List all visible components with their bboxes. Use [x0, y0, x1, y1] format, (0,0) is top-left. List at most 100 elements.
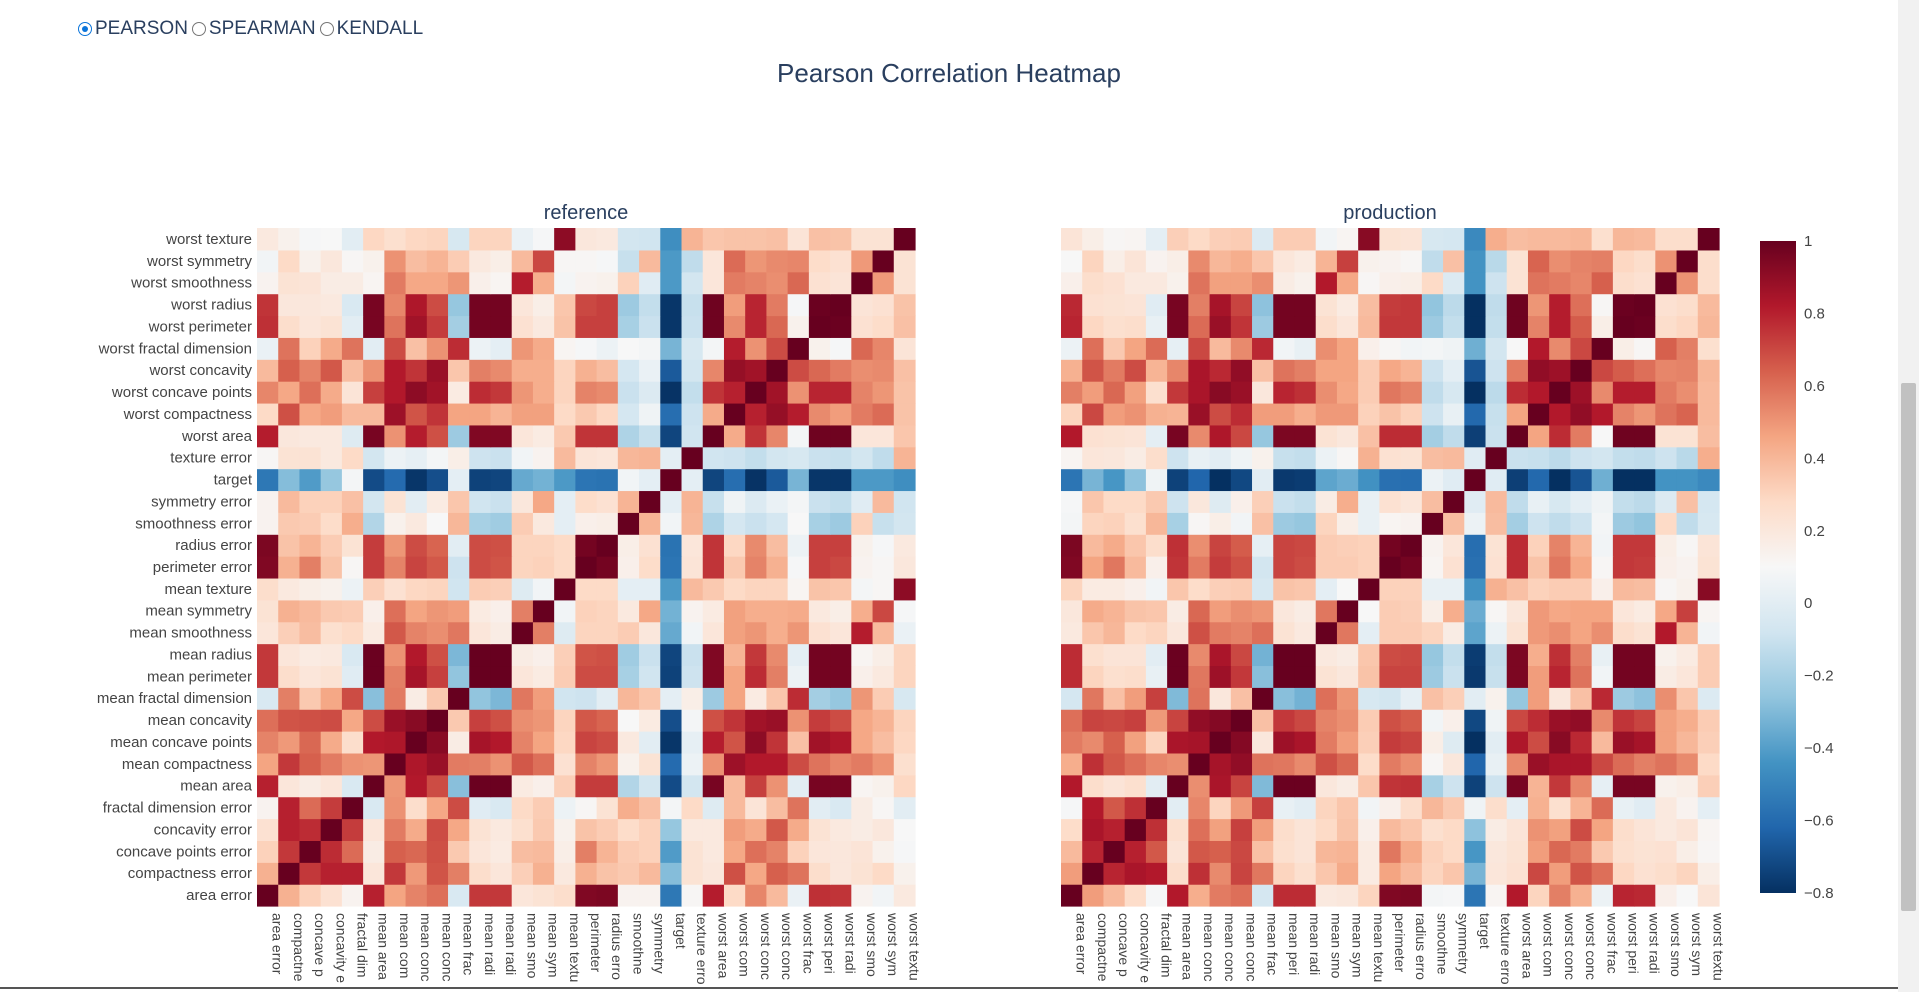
production-cell	[1167, 271, 1189, 295]
reference-cell	[617, 381, 640, 404]
radio-pearson-label[interactable]: PEARSON	[95, 18, 188, 39]
reference-cell	[702, 818, 725, 841]
radio-spearman-label[interactable]: SPEARMAN	[208, 18, 316, 39]
reference-cell	[341, 577, 364, 601]
production-cell	[1230, 840, 1253, 863]
production-cell	[1336, 643, 1359, 667]
production-cell	[1145, 731, 1168, 754]
radio-pearson-indicator[interactable]	[78, 22, 92, 36]
reference-cell	[766, 556, 789, 579]
colorbar-tick-label: −0.2	[1804, 668, 1834, 685]
production-cell	[1612, 468, 1635, 492]
production-cell	[1273, 577, 1296, 601]
reference-cell	[554, 665, 576, 688]
reference-cell	[830, 534, 852, 557]
reference-cell	[384, 818, 407, 841]
production-cell	[1252, 402, 1274, 426]
reference-cell	[278, 774, 301, 798]
reference-cell	[405, 271, 428, 295]
production-cell	[1612, 862, 1635, 885]
reference-cell	[511, 818, 534, 841]
reference-cell	[745, 752, 768, 776]
production-cell	[1061, 315, 1083, 338]
production-cell	[1421, 687, 1444, 710]
radio-spearman-indicator[interactable]	[191, 22, 206, 36]
production-cell	[1506, 731, 1529, 754]
production-cell	[1421, 315, 1444, 338]
production-cell	[1103, 731, 1126, 754]
reference-cell	[808, 249, 831, 273]
reference-cell	[851, 884, 874, 907]
reference-cell	[851, 402, 874, 426]
reference-cell	[617, 315, 640, 338]
production-cell	[1655, 512, 1678, 535]
reference-cell	[278, 402, 301, 426]
reference-cell	[787, 556, 810, 579]
reference-cell	[787, 840, 810, 863]
production-cell	[1549, 687, 1572, 710]
reference-cell	[639, 293, 661, 317]
production-cell	[1527, 556, 1550, 579]
reference-cell	[851, 249, 874, 273]
radio-kendall-label[interactable]: KENDALL	[336, 18, 424, 39]
reference-cell	[299, 315, 322, 338]
reference-cell	[723, 665, 746, 688]
reference-cell	[426, 884, 449, 907]
reference-cell	[575, 512, 598, 535]
reference-cell	[426, 402, 449, 426]
reference-cell	[596, 337, 619, 360]
reference-cell	[745, 731, 768, 754]
y-tick-label: smoothness error	[135, 515, 252, 532]
reference-cell	[469, 534, 492, 557]
reference-cell	[532, 402, 555, 426]
reference-cell	[893, 796, 916, 820]
production-cell	[1145, 271, 1168, 295]
reference-cell	[363, 359, 385, 382]
reference-cell	[490, 599, 513, 623]
production-cell	[1230, 643, 1253, 667]
production-cell	[1634, 840, 1656, 863]
reference-cell	[384, 687, 407, 710]
reference-cell	[596, 774, 619, 798]
production-cell	[1188, 840, 1211, 863]
reference-cell	[808, 687, 831, 710]
reference-cell	[490, 796, 513, 820]
reference-cell	[702, 424, 725, 448]
reference-cell	[257, 752, 279, 776]
reference-cell	[426, 731, 449, 754]
production-cell	[1315, 468, 1338, 492]
production-cell	[1676, 402, 1699, 426]
production-cell	[1103, 665, 1126, 688]
production-x-tick-label: concavity e	[1137, 913, 1153, 983]
production-cell	[1570, 293, 1593, 317]
reference-cell	[660, 381, 683, 404]
production-cell	[1103, 249, 1126, 273]
reference-cell	[596, 468, 619, 492]
production-cell	[1612, 840, 1635, 863]
production-cell	[1570, 512, 1593, 535]
reference-cell	[617, 665, 640, 688]
vertical-scrollbar[interactable]	[1898, 0, 1919, 992]
production-cell	[1612, 687, 1635, 710]
reference-cell	[639, 228, 661, 251]
production-cell	[1549, 862, 1572, 885]
radio-kendall-indicator[interactable]	[319, 22, 334, 36]
scrollbar-thumb[interactable]	[1901, 383, 1916, 911]
reference-cell	[702, 359, 725, 382]
production-cell	[1358, 490, 1380, 513]
production-cell	[1464, 577, 1487, 601]
production-cell	[1400, 709, 1423, 732]
reference-cell	[532, 446, 555, 470]
reference-cell	[872, 752, 895, 776]
radio-pearson[interactable]: PEARSON	[78, 18, 188, 40]
reference-cell	[808, 840, 831, 863]
production-cell	[1230, 752, 1253, 776]
production-cell	[1421, 556, 1444, 579]
radio-kendall[interactable]: KENDALL	[319, 18, 424, 40]
reference-cell	[808, 643, 831, 667]
production-cell	[1061, 381, 1083, 404]
production-cell	[1549, 271, 1572, 295]
production-cell	[1655, 359, 1678, 382]
radio-spearman[interactable]: SPEARMAN	[191, 18, 316, 40]
production-cell	[1570, 534, 1593, 557]
